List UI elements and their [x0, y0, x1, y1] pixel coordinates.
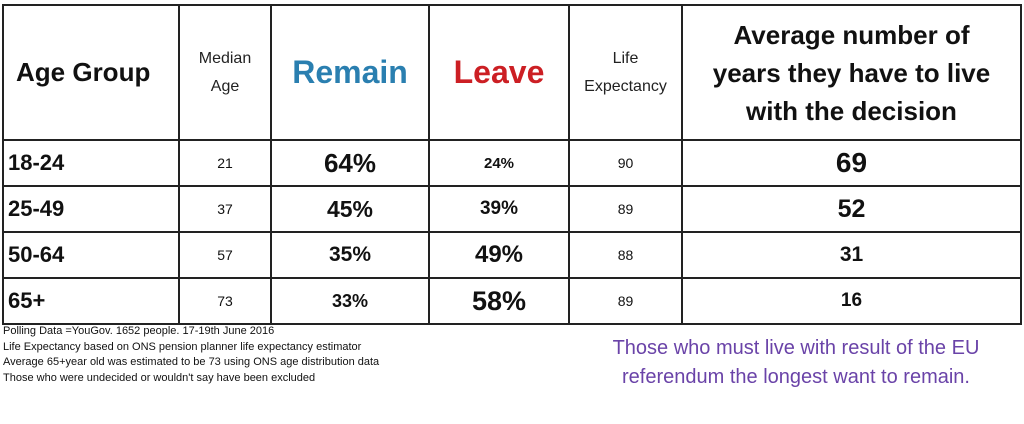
footnotes: Polling Data =YouGov. 1652 people. 17-19… [3, 324, 379, 386]
header-row: Age Group Median Age Remain Leave Life E… [2, 4, 1022, 141]
age-group-cell: 65+ [2, 277, 180, 325]
table-row: 65+ 73 33% 58% 89 16 [2, 277, 1022, 325]
header-average-years-line-1: Average number of [733, 19, 970, 50]
life-expectancy-cell: 89 [568, 185, 683, 233]
leave-cell: 49% [428, 231, 570, 279]
table-row: 18-24 21 64% 24% 90 69 [2, 139, 1022, 187]
remain-cell: 33% [270, 277, 430, 325]
callout-line-1: Those who must live with result of the E… [612, 337, 980, 359]
leave-cell: 39% [428, 185, 570, 233]
header-age-group: Age Group [2, 4, 180, 141]
header-life-expectancy: Life Expectancy [568, 4, 683, 141]
header-life-expectancy-line-2: Expectancy [584, 77, 667, 95]
referendum-table: Age Group Median Age Remain Leave Life E… [2, 4, 1022, 325]
leave-cell: 24% [428, 139, 570, 187]
years-cell: 31 [681, 231, 1022, 279]
header-life-expectancy-line-1: Life [612, 49, 639, 67]
header-average-years: Average number of years they have to liv… [681, 4, 1022, 141]
remain-cell: 35% [270, 231, 430, 279]
age-group-cell: 50-64 [2, 231, 180, 279]
leave-cell: 58% [428, 277, 570, 325]
remain-cell: 45% [270, 185, 430, 233]
life-expectancy-cell: 88 [568, 231, 683, 279]
header-average-years-line-2: years they have to live [712, 57, 991, 88]
conclusion-callout: Those who must live with result of the E… [560, 334, 1024, 392]
remain-cell: 64% [270, 139, 430, 187]
years-cell: 16 [681, 277, 1022, 325]
median-age-cell: 21 [178, 139, 272, 187]
age-group-cell: 25-49 [2, 185, 180, 233]
median-age-cell: 57 [178, 231, 272, 279]
header-median-age: Median Age [178, 4, 272, 141]
years-cell: 69 [681, 139, 1022, 187]
table-row: 25-49 37 45% 39% 89 52 [2, 185, 1022, 233]
header-average-years-line-3: with the decision [746, 95, 957, 126]
life-expectancy-cell: 90 [568, 139, 683, 187]
median-age-cell: 73 [178, 277, 272, 325]
median-age-cell: 37 [178, 185, 272, 233]
footnote-average-age: Average 65+year old was estimated to be … [3, 356, 380, 368]
footnote-life-expectancy: Life Expectancy based on ONS pension pla… [3, 340, 362, 353]
table-row: 50-64 57 35% 49% 88 31 [2, 231, 1022, 279]
header-remain: Remain [270, 4, 430, 141]
age-group-cell: 18-24 [2, 139, 180, 187]
callout-line-2: referendum the longest want to remain. [622, 366, 970, 388]
footnote-excluded: Those who were undecided or wouldn't say… [3, 371, 316, 384]
years-cell: 52 [681, 185, 1022, 233]
footnote-polling: Polling Data =YouGov. 1652 people. 17-19… [3, 325, 275, 337]
header-leave: Leave [428, 4, 570, 141]
header-median-age-line-2: Age [210, 77, 240, 95]
life-expectancy-cell: 89 [568, 277, 683, 325]
header-median-age-line-1: Median [198, 49, 252, 67]
